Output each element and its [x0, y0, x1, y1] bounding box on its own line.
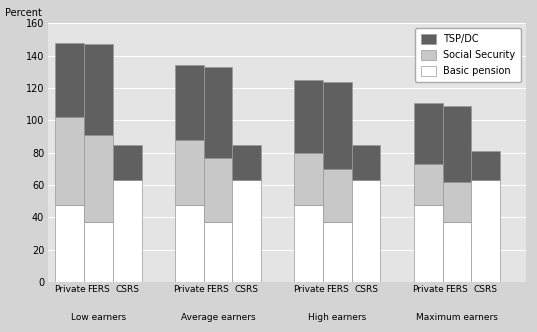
Bar	[233, 145, 261, 180]
Bar	[414, 205, 442, 282]
Bar	[442, 182, 471, 222]
Bar	[442, 222, 471, 282]
Bar	[352, 180, 381, 282]
Bar	[55, 42, 84, 117]
Bar	[84, 222, 113, 282]
Bar	[294, 153, 323, 205]
Bar	[84, 44, 113, 135]
Bar	[471, 151, 500, 180]
Text: Low earners: Low earners	[71, 313, 126, 322]
Bar	[414, 164, 442, 205]
Bar	[471, 180, 500, 282]
Text: Average earners: Average earners	[180, 313, 255, 322]
Bar	[55, 205, 84, 282]
Legend: TSP/DC, Social Security, Basic pension: TSP/DC, Social Security, Basic pension	[415, 28, 521, 82]
Bar	[204, 222, 233, 282]
Bar	[175, 140, 204, 205]
Bar	[414, 103, 442, 164]
Bar	[294, 205, 323, 282]
Text: Maximum earners: Maximum earners	[416, 313, 498, 322]
Bar	[323, 81, 352, 169]
Bar	[55, 117, 84, 205]
Bar	[204, 67, 233, 158]
Bar	[84, 135, 113, 222]
Bar	[204, 158, 233, 222]
Bar	[175, 65, 204, 140]
Bar	[352, 145, 381, 180]
Bar	[113, 145, 142, 180]
Bar	[323, 169, 352, 222]
Bar	[323, 222, 352, 282]
Bar	[175, 205, 204, 282]
Bar	[113, 180, 142, 282]
Text: Percent: Percent	[5, 8, 42, 18]
Bar	[442, 106, 471, 182]
Bar	[294, 80, 323, 153]
Bar	[233, 180, 261, 282]
Text: High earners: High earners	[308, 313, 367, 322]
